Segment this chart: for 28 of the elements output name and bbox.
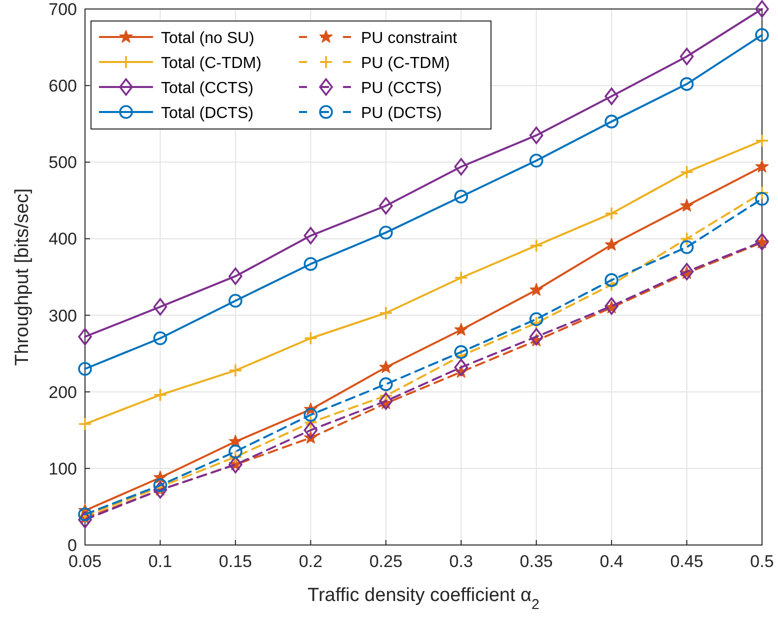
y-tick-label: 100 [48, 459, 77, 478]
y-tick-label: 500 [48, 153, 77, 172]
y-axis-title: Throughput [bits/sec] [12, 188, 33, 366]
x-tick-label: 0.45 [670, 552, 704, 571]
legend-label: Total (DCTS) [161, 105, 254, 122]
x-tick-label: 0.15 [218, 552, 252, 571]
legend-label: PU (C-TDM) [361, 55, 450, 72]
legend-label: Total (CCTS) [161, 80, 254, 97]
x-tick-label: 0.2 [298, 552, 322, 571]
x-tick-label: 0.1 [148, 552, 172, 571]
y-tick-label: 400 [48, 230, 77, 249]
x-tick-label: 0.3 [449, 552, 473, 571]
legend-label: PU (CCTS) [361, 80, 442, 97]
y-tick-label: 0 [68, 536, 77, 555]
y-tick-label: 700 [48, 0, 77, 19]
legend-label: Total (C-TDM) [161, 55, 262, 72]
x-tick-label: 0.5 [750, 552, 774, 571]
y-tick-label: 200 [48, 382, 77, 402]
y-tick-label: 300 [48, 306, 77, 326]
legend-label: Total (no SU) [161, 30, 254, 47]
legend-label: PU (DCTS) [361, 105, 442, 122]
x-tick-label: 0.35 [520, 552, 553, 571]
legend-label: PU constraint [361, 30, 458, 47]
x-axis-title: Traffic density coefficient α$_{2}$ [308, 585, 540, 613]
x-tick-label: 0.25 [369, 552, 402, 571]
y-tick-label: 600 [48, 76, 77, 96]
x-tick-label: 0.05 [68, 552, 102, 571]
x-tick-label: 0.4 [600, 552, 624, 571]
